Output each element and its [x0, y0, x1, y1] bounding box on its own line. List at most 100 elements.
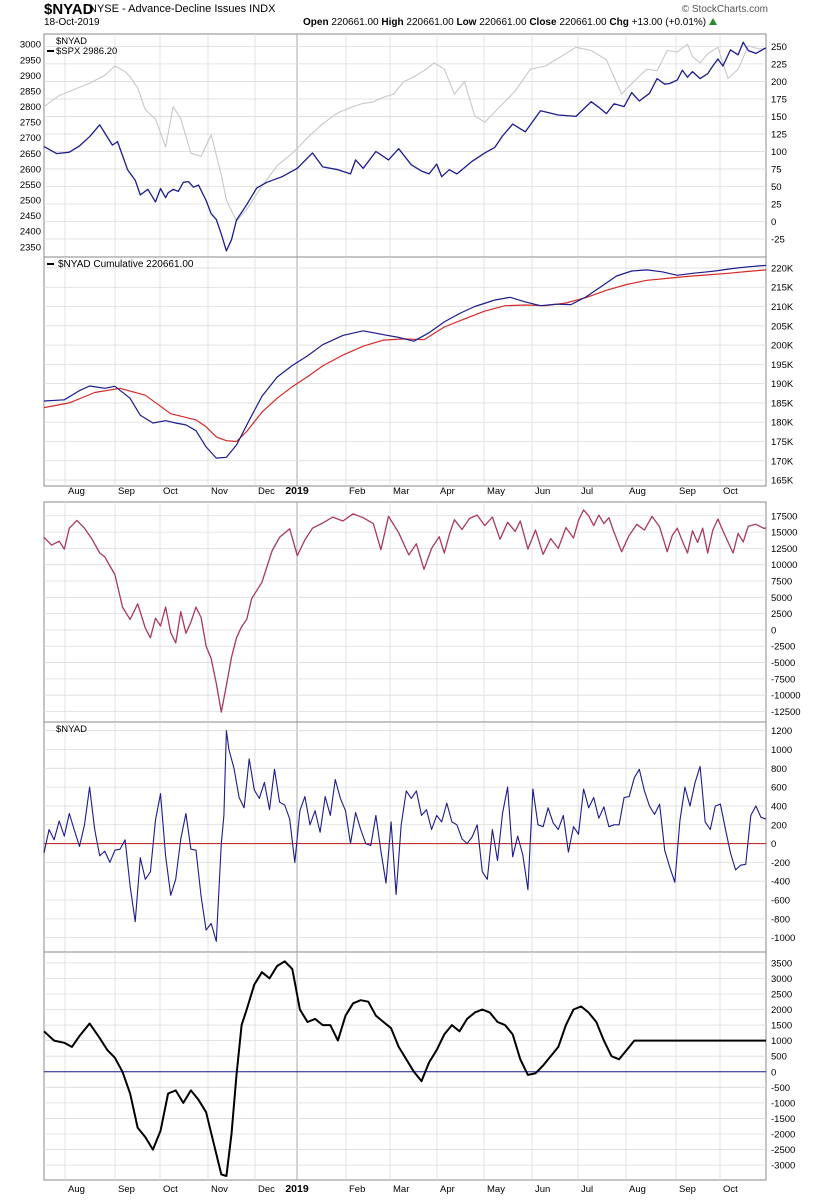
y-tick-label-right: 600	[771, 783, 787, 794]
y-tick-label-left: 2950	[20, 55, 41, 66]
symbol-description: NYSE - Advance-Decline Issues INDX	[89, 3, 276, 15]
legend-entry: $NYAD Cumulative 220661.00	[58, 259, 194, 270]
x-tick-label: Sep	[118, 1184, 135, 1195]
x-tick-label: May	[487, 1184, 505, 1195]
y-tick-label-right: 220K	[771, 263, 794, 274]
y-tick-label-left: 2900	[20, 71, 41, 82]
x-tick-label: Feb	[349, 486, 365, 497]
y-tick-label-right: 3000	[771, 974, 792, 985]
y-tick-label-right: 210K	[771, 302, 794, 313]
x-tick-label: Feb	[349, 1184, 365, 1195]
y-tick-label-left: 2350	[20, 242, 41, 253]
x-tick-label: Oct	[723, 1184, 738, 1195]
chg-value: +13.00 (+0.01%)	[631, 17, 707, 28]
quote-summary: Open 220661.00 High 220661.00 Low 220661…	[303, 17, 718, 28]
y-tick-label-right: 2000	[771, 1005, 792, 1016]
y-tick-label-right: 125	[771, 129, 787, 140]
y-tick-label-right: -2500	[771, 1145, 795, 1156]
close-value: 220661.00	[559, 17, 607, 28]
series-line	[43, 960, 766, 1177]
y-tick-label-right: 170K	[771, 456, 794, 467]
y-tick-label-right: -800	[771, 914, 790, 925]
close-label: Close	[529, 17, 557, 28]
x-tick-label: Jul	[581, 486, 593, 497]
x-tick-label: Aug	[629, 486, 646, 497]
y-tick-label-right: -5000	[771, 658, 795, 669]
x-tick-label: May	[487, 486, 505, 497]
x-tick-label: Aug	[68, 1184, 85, 1195]
legend-entry: $NYAD	[56, 36, 87, 47]
open-label: Open	[303, 17, 329, 28]
series-line	[43, 509, 766, 713]
x-tick-label: Dec	[258, 1184, 275, 1195]
y-tick-label-right: -600	[771, 896, 790, 907]
chart-header: $NYAD NYSE - Advance-Decline Issues INDX…	[0, 0, 820, 34]
x-tick-label: Aug	[68, 486, 85, 497]
up-arrow-icon	[709, 18, 718, 25]
series-line	[43, 264, 767, 459]
y-tick-label-right: 150	[771, 112, 787, 123]
y-tick-label-right: 10000	[771, 560, 797, 571]
y-tick-label-right: 100	[771, 147, 787, 158]
y-tick-label-left: 2600	[20, 164, 41, 175]
y-tick-label-right: 75	[771, 164, 782, 175]
x-tick-label: 2019	[285, 485, 309, 497]
high-value: 220661.00	[406, 17, 454, 28]
y-tick-label-right: 0	[771, 625, 776, 636]
y-tick-label-right: 25	[771, 199, 782, 210]
x-tick-label: Apr	[440, 486, 455, 497]
y-tick-label-right: 0	[771, 1067, 776, 1078]
y-tick-label-left: 2850	[20, 86, 41, 97]
y-tick-label-right: 180K	[771, 418, 794, 429]
y-tick-label-right: 190K	[771, 379, 794, 390]
x-tick-label: Jul	[581, 1184, 593, 1195]
y-tick-label-left: 2800	[20, 102, 41, 113]
series-line	[43, 269, 767, 443]
chg-label: Chg	[609, 17, 629, 28]
x-tick-label: Dec	[258, 486, 275, 497]
y-tick-label-right: 185K	[771, 398, 794, 409]
y-tick-label-right: 200	[771, 77, 787, 88]
y-tick-label-right: 500	[771, 1052, 787, 1063]
low-label: Low	[456, 17, 477, 28]
y-tick-label-left: 2450	[20, 211, 41, 222]
legend-entry: $SPX 2986.20	[56, 46, 117, 57]
y-tick-label-right: 2500	[771, 609, 792, 620]
y-tick-label-right: 7500	[771, 577, 792, 588]
x-tick-label: Nov	[211, 486, 228, 497]
series-line	[43, 43, 767, 222]
x-tick-label: Nov	[211, 1184, 228, 1195]
quote-date: 18-Oct-2019	[44, 17, 100, 28]
stockcharts-logo: © StockCharts.com	[681, 4, 768, 15]
y-tick-label-left: 2400	[20, 227, 41, 238]
y-tick-label-right: -2000	[771, 1129, 795, 1140]
y-tick-label-right: -1000	[771, 933, 795, 944]
y-tick-label-right: 5000	[771, 593, 792, 604]
y-tick-label-right: 205K	[771, 321, 794, 332]
y-tick-label-right: -500	[771, 1083, 790, 1094]
x-tick-label: Sep	[118, 486, 135, 497]
y-tick-label-right: 215K	[771, 283, 794, 294]
y-tick-label-right: -1000	[771, 1098, 795, 1109]
y-tick-label-right: -25	[771, 234, 785, 245]
y-tick-label-left: 2500	[20, 196, 41, 207]
high-label: High	[381, 17, 404, 28]
y-tick-label-right: 1000	[771, 745, 792, 756]
x-tick-label: Oct	[163, 486, 178, 497]
y-tick-label-left: 2750	[20, 118, 41, 129]
x-tick-label: Oct	[163, 1184, 178, 1195]
x-tick-label: Jun	[535, 486, 550, 497]
y-tick-label-right: 1200	[771, 726, 792, 737]
panel-frame	[43, 256, 767, 487]
x-tick-label: Sep	[679, 486, 696, 497]
y-tick-label-right: 0	[771, 839, 776, 850]
panel-frame	[43, 501, 767, 723]
symbol-title: $NYAD	[44, 1, 94, 18]
y-tick-label-left: 2700	[20, 133, 41, 144]
y-tick-label-right: -400	[771, 877, 790, 888]
y-tick-label-right: 1000	[771, 1036, 792, 1047]
x-tick-label: Jun	[535, 1184, 550, 1195]
y-tick-label-right: 400	[771, 801, 787, 812]
y-tick-label-left: 3000	[20, 40, 41, 51]
